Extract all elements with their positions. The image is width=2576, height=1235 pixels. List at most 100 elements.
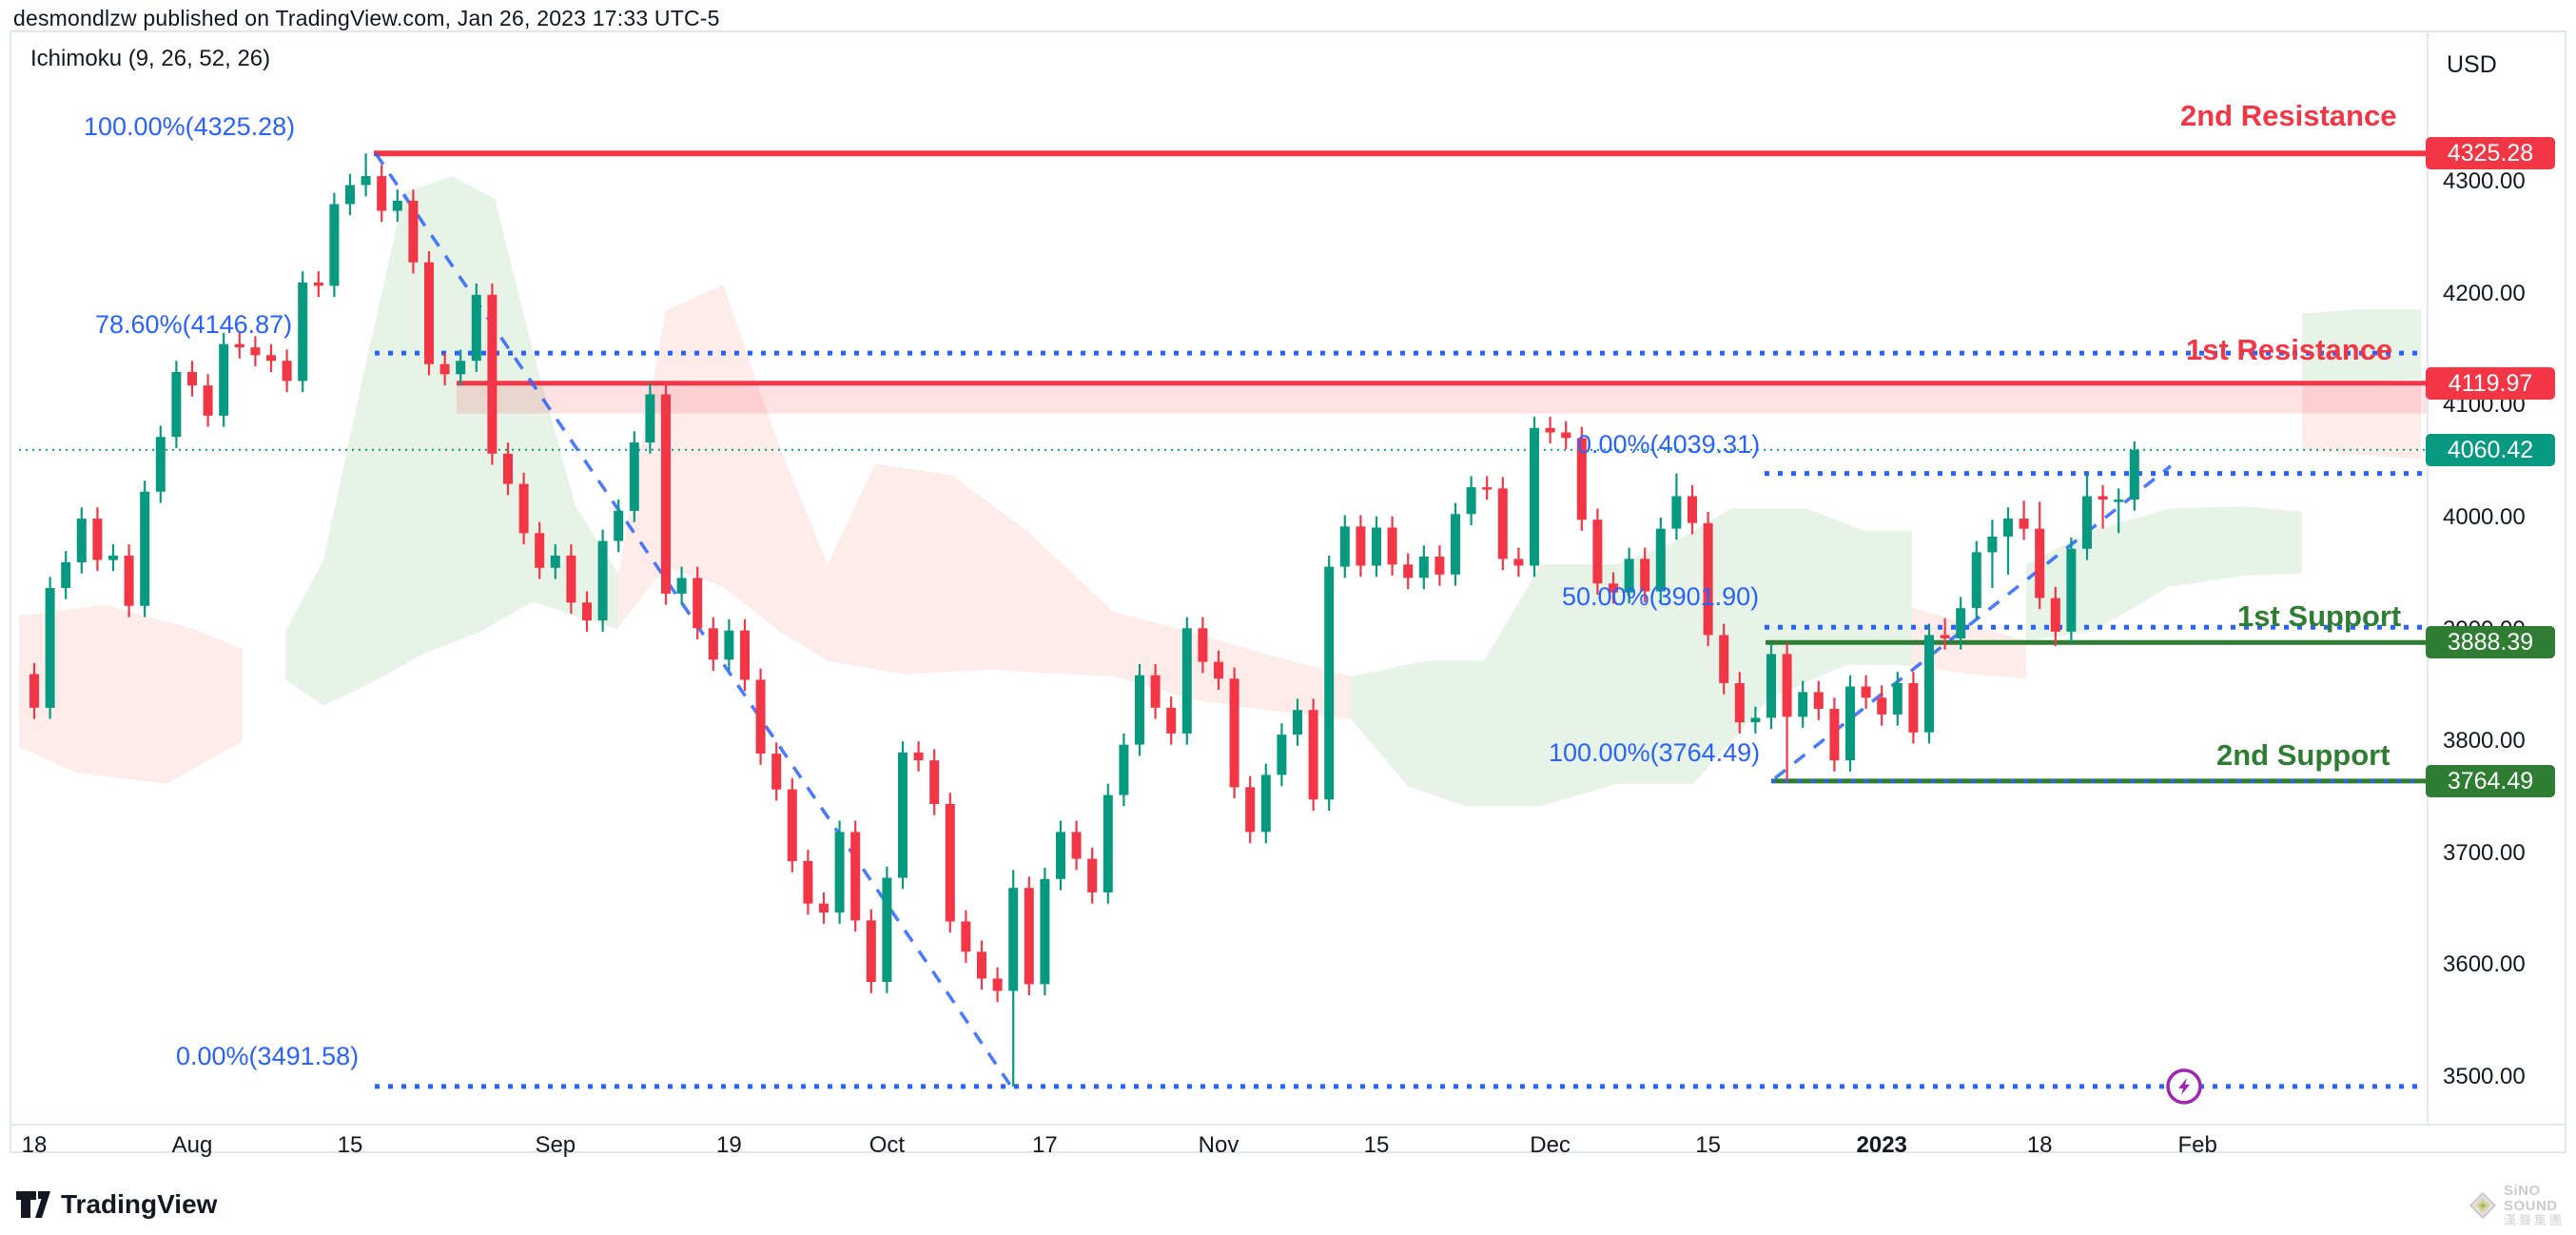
- candle-body: [1181, 628, 1192, 734]
- candle-body: [1103, 794, 1113, 892]
- candle-body: [140, 491, 150, 606]
- candle-body: [961, 921, 971, 952]
- fib-level-label[interactable]: 0.00%(4039.31): [1577, 430, 1761, 459]
- candle-body: [471, 294, 481, 362]
- time-axis-label: Aug: [171, 1132, 213, 1158]
- candle-body: [535, 533, 545, 568]
- candle-body: [171, 372, 182, 438]
- candle-body: [124, 555, 134, 606]
- time-axis-label: 18: [2026, 1132, 2053, 1158]
- candle-body: [1545, 427, 1555, 433]
- candle-body: [1277, 735, 1287, 775]
- candle-body: [850, 832, 861, 921]
- candle-body: [1877, 697, 1887, 715]
- time-axis-label: 17: [1032, 1132, 1058, 1158]
- candle-body: [219, 343, 229, 416]
- time-axis-label: 2023: [1856, 1132, 1907, 1158]
- candle-body: [1655, 528, 1666, 592]
- sino-sound-logo: SiNO SOUND 漢聲集團: [2468, 1184, 2576, 1226]
- time-axis-label: Dec: [1530, 1132, 1571, 1158]
- candle-body: [834, 832, 845, 913]
- ichimoku-cloud-green: [2302, 309, 2421, 386]
- candle-body: [377, 176, 387, 211]
- candle-body: [250, 347, 261, 356]
- fib-level-label[interactable]: 100.00%(3764.49): [1549, 738, 1761, 767]
- fib-level-label[interactable]: 50.00%(3901.90): [1562, 582, 1760, 611]
- candle-body: [61, 561, 71, 588]
- candle-body: [1703, 522, 1713, 636]
- candle-body: [1372, 527, 1381, 566]
- candle-body: [203, 385, 213, 416]
- candle-body: [1150, 675, 1161, 708]
- price-tag: 4325.28: [2426, 137, 2555, 170]
- candle-body: [1956, 608, 1966, 638]
- price-axis-label: 4200.00: [2443, 280, 2526, 306]
- candle-body: [1087, 858, 1098, 892]
- candle-body: [1135, 675, 1144, 745]
- candle-body: [629, 442, 639, 511]
- candle-body: [992, 978, 1003, 991]
- price-axis-label: 3500.00: [2443, 1064, 2526, 1089]
- candle-body: [29, 674, 39, 708]
- tradingview-logo-icon: [16, 1191, 50, 1218]
- candle-body: [1466, 487, 1476, 515]
- ichimoku-cloud-green: [285, 176, 618, 706]
- candle-body: [945, 804, 955, 922]
- support-resistance-label[interactable]: 2nd Support: [2216, 738, 2391, 772]
- candle-body: [1198, 628, 1208, 662]
- support-resistance-label[interactable]: 2nd Resistance: [2180, 99, 2397, 132]
- candle-body: [2082, 496, 2092, 549]
- candle-body: [2129, 449, 2139, 500]
- candle-body: [266, 355, 276, 362]
- price-axis-label: 3700.00: [2443, 839, 2526, 866]
- time-axis-label: 18: [21, 1132, 48, 1158]
- fib-level-label[interactable]: 78.60%(4146.87): [95, 310, 293, 339]
- candle-body: [550, 555, 560, 568]
- candle-body: [1497, 488, 1508, 559]
- fib-level-label[interactable]: 0.00%(3491.58): [176, 1042, 360, 1070]
- candle-body: [345, 185, 355, 205]
- currency-label: USD: [2447, 51, 2497, 78]
- candle-body: [1530, 427, 1539, 566]
- candle-body: [1387, 527, 1397, 565]
- price-tag: 3888.39: [2426, 626, 2555, 659]
- support-resistance-label[interactable]: 1st Support: [2237, 599, 2402, 633]
- candle-body: [1766, 654, 1776, 718]
- candle-body: [645, 394, 655, 443]
- tradingview-footer-logo[interactable]: TradingView: [15, 1189, 217, 1220]
- candle-body: [392, 201, 402, 211]
- candle-body: [724, 630, 734, 660]
- candle-body: [1561, 432, 1571, 439]
- time-axis-label: Nov: [1198, 1132, 1239, 1158]
- candle-body: [1482, 487, 1493, 490]
- price-axis-label: 3600.00: [2443, 951, 2526, 978]
- time-axis-label: Oct: [868, 1132, 906, 1158]
- downtrend-dashed[interactable]: [374, 152, 1013, 1088]
- candle-body: [1245, 787, 1256, 833]
- candle-body: [1451, 514, 1460, 575]
- candle-body: [1229, 678, 1239, 788]
- support-resistance-label[interactable]: 1st Resistance: [2186, 333, 2393, 366]
- resistance-1-band: [457, 382, 2428, 414]
- candle-body: [740, 630, 750, 680]
- candle-body: [566, 555, 576, 603]
- candle-body: [518, 483, 529, 534]
- candle-body: [1845, 686, 1855, 761]
- fib-level-label[interactable]: 100.00%(4325.28): [84, 112, 296, 141]
- candle-body: [1609, 583, 1618, 593]
- uptrend-dashed[interactable]: [1773, 464, 2173, 780]
- candle-body: [882, 877, 892, 982]
- price-tag: 3764.49: [2426, 764, 2555, 797]
- candle-body: [1308, 710, 1318, 800]
- sino-sound-diamond-icon: [2469, 1191, 2496, 1219]
- time-axis-label: 15: [1695, 1132, 1721, 1158]
- candle-body: [2098, 496, 2108, 500]
- candle-body: [1829, 709, 1840, 761]
- candle-body: [898, 752, 907, 878]
- candle-body: [1798, 692, 1808, 717]
- candle-body: [929, 760, 940, 804]
- candle-body: [866, 920, 876, 982]
- sino-sound-text: SiNO SOUND: [2503, 1183, 2558, 1214]
- candle-body: [913, 752, 924, 761]
